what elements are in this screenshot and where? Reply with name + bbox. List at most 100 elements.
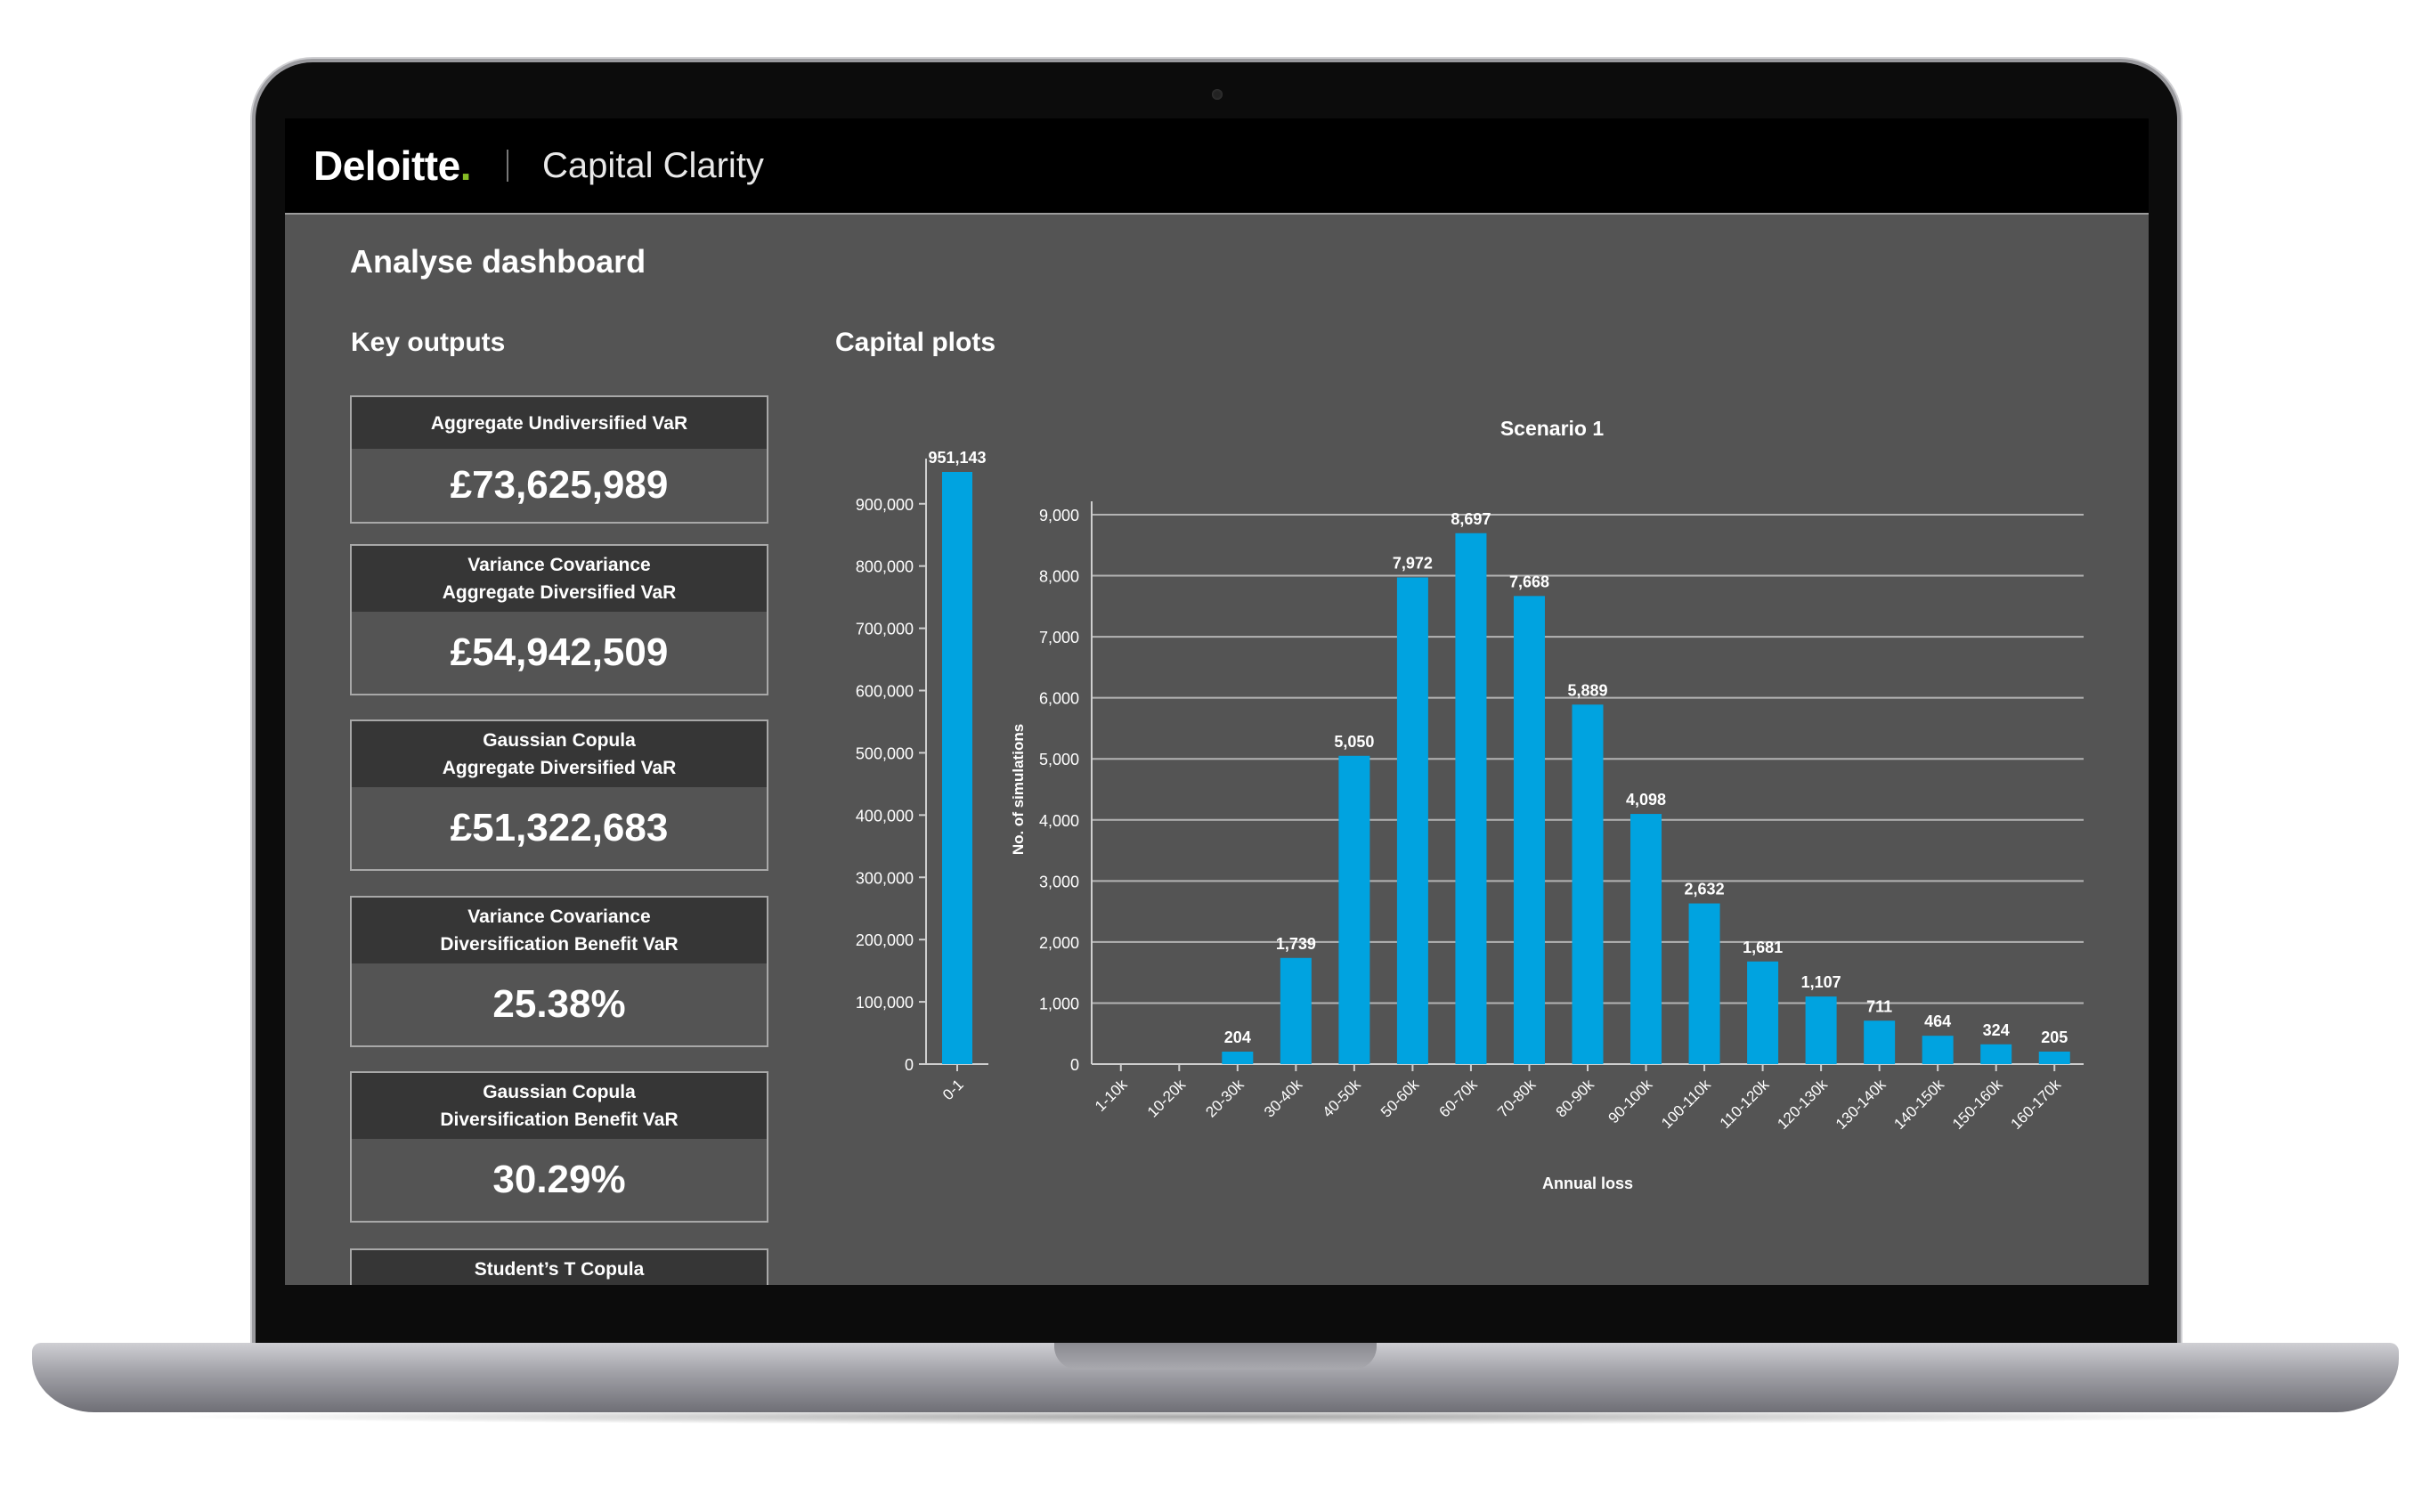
output-card-label: Aggregate Undiversified VaR [430,412,688,434]
y-tick-label: 800,000 [856,558,914,576]
bar [2038,1051,2070,1064]
output-card: Aggregate Undiversified VaR £73,625,989 [350,395,768,524]
output-card-header: Variance Covariance Aggregate Diversifie… [352,546,767,612]
bar-value-label: 1,107 [1801,973,1841,991]
header-divider [285,213,2149,215]
x-tick-label: 110-120k [1717,1076,1773,1132]
x-tick-label: 60-70k [1436,1076,1482,1121]
bar-value-label: 7,972 [1393,554,1433,572]
bar-value-label: 2,632 [1685,881,1725,898]
y-tick-label: 8,000 [1039,568,1079,586]
capital-plots-title: Capital plots [835,328,996,357]
y-tick-label: 900,000 [856,496,914,514]
laptop-bezel [285,1285,2149,1347]
laptop-shadow [160,1409,2271,1425]
output-card-label: Gaussian Copula [483,1082,636,1102]
y-tick-label: 600,000 [856,683,914,701]
bar-value-label: 204 [1224,1028,1251,1046]
y-tick-label: 300,000 [856,869,914,887]
y-tick-label: 700,000 [856,621,914,638]
laptop-screen: Deloitte. Capital Clarity Analyse dashbo… [285,118,2149,1285]
y-tick-label: 5,000 [1039,751,1079,768]
output-card-header: Variance Covariance Diversification Bene… [352,898,767,963]
y-tick-label: 500,000 [856,744,914,762]
output-card-value: £54,942,509 [450,630,669,674]
brand-logo[interactable]: Deloitte. [313,142,471,190]
bar [1922,1036,1954,1064]
bar [1980,1044,2012,1064]
bar-value-label: 1,739 [1276,935,1316,953]
bar-value-label: 205 [2041,1028,2068,1046]
y-tick-label: 200,000 [856,931,914,949]
header-separator [506,150,508,182]
x-tick-label: 20-30k [1202,1076,1248,1121]
bar-value-label: 7,668 [1509,573,1549,590]
output-card-value: 25.38% [492,982,626,1026]
bar [1630,814,1662,1064]
x-tick-label: 10-20k [1144,1076,1190,1121]
y-tick-label: 1,000 [1039,995,1079,1012]
x-tick-label: 120-130k [1774,1076,1831,1133]
x-tick-label: 40-50k [1320,1076,1365,1121]
bar [1396,577,1428,1064]
bar [1338,755,1370,1064]
brand-name: Deloitte [313,142,460,189]
bar [1572,704,1604,1064]
output-card-header: Student’s T Copula [352,1250,767,1285]
output-card-sublabel: Aggregate Diversified VaR [442,758,677,778]
bar [1222,1052,1254,1064]
bar [1280,957,1312,1064]
bar [1513,596,1545,1064]
bar-value-label: 4,098 [1626,791,1666,809]
dashboard-content: Analyse dashboard Key outputs Capital pl… [285,215,2149,1285]
bar-value-label: 464 [1924,1012,1951,1030]
laptop-base-notch [1054,1343,1377,1370]
key-outputs-title: Key outputs [351,328,506,357]
bar-value-label: 324 [1983,1021,2010,1039]
y-axis-label: No. of simulations [1010,724,1027,855]
bar-value-label: 1,681 [1743,939,1783,956]
x-tick-label: 80-90k [1553,1076,1598,1121]
output-card-value: 30.29% [492,1158,626,1201]
bar [1864,1020,1896,1064]
output-card-sublabel: Diversification Benefit VaR [440,1110,679,1130]
app-header: Deloitte. Capital Clarity [285,118,2149,213]
output-card: Variance Covariance Diversification Bene… [350,896,768,1047]
y-tick-label: 0 [905,1056,914,1074]
bar [1747,961,1779,1064]
page-title: Analyse dashboard [350,243,646,280]
bar [1455,532,1487,1064]
bar-value-label: 951,143 [928,449,986,467]
output-card-value: £51,322,683 [450,806,669,849]
x-tick-label: 160-170k [2008,1076,2065,1133]
bar [1688,903,1720,1064]
x-tick-label: 90-100k [1605,1076,1655,1126]
x-tick-label: 130-140k [1833,1076,1890,1133]
y-tick-label: 400,000 [856,807,914,825]
x-tick-label: 50-60k [1378,1076,1423,1121]
y-tick-label: 7,000 [1039,629,1079,646]
bar-value-label: 5,050 [1334,733,1374,751]
bar-value-label: 8,697 [1451,510,1491,528]
output-card-header: Gaussian Copula Diversification Benefit … [352,1073,767,1139]
x-tick-label: 70-80k [1494,1076,1540,1121]
output-card-label: Variance Covariance [467,555,651,575]
bar-value-label: 5,889 [1567,681,1607,699]
bar [942,472,972,1064]
output-card: Student’s T Copula [350,1248,768,1285]
y-tick-label: 0 [1070,1056,1079,1074]
output-card: Gaussian Copula Aggregate Diversified Va… [350,719,768,871]
output-card-header: Aggregate Undiversified VaR [352,397,767,449]
x-tick-label: 30-40k [1261,1076,1306,1121]
output-card-sublabel: Diversification Benefit VaR [440,934,679,955]
y-tick-label: 2,000 [1039,934,1079,952]
x-axis-label: Annual loss [1542,1175,1633,1192]
chart-title: Scenario 1 [1500,417,1605,440]
bar-value-label: 711 [1866,997,1892,1015]
output-card-label: Student’s T Copula [474,1258,645,1280]
output-card-header: Gaussian Copula Aggregate Diversified Va… [352,721,767,787]
app-name: Capital Clarity [541,145,764,185]
x-tick-label: 150-160k [1949,1076,2006,1133]
brand-dot: . [459,142,472,189]
y-tick-label: 9,000 [1039,507,1079,524]
